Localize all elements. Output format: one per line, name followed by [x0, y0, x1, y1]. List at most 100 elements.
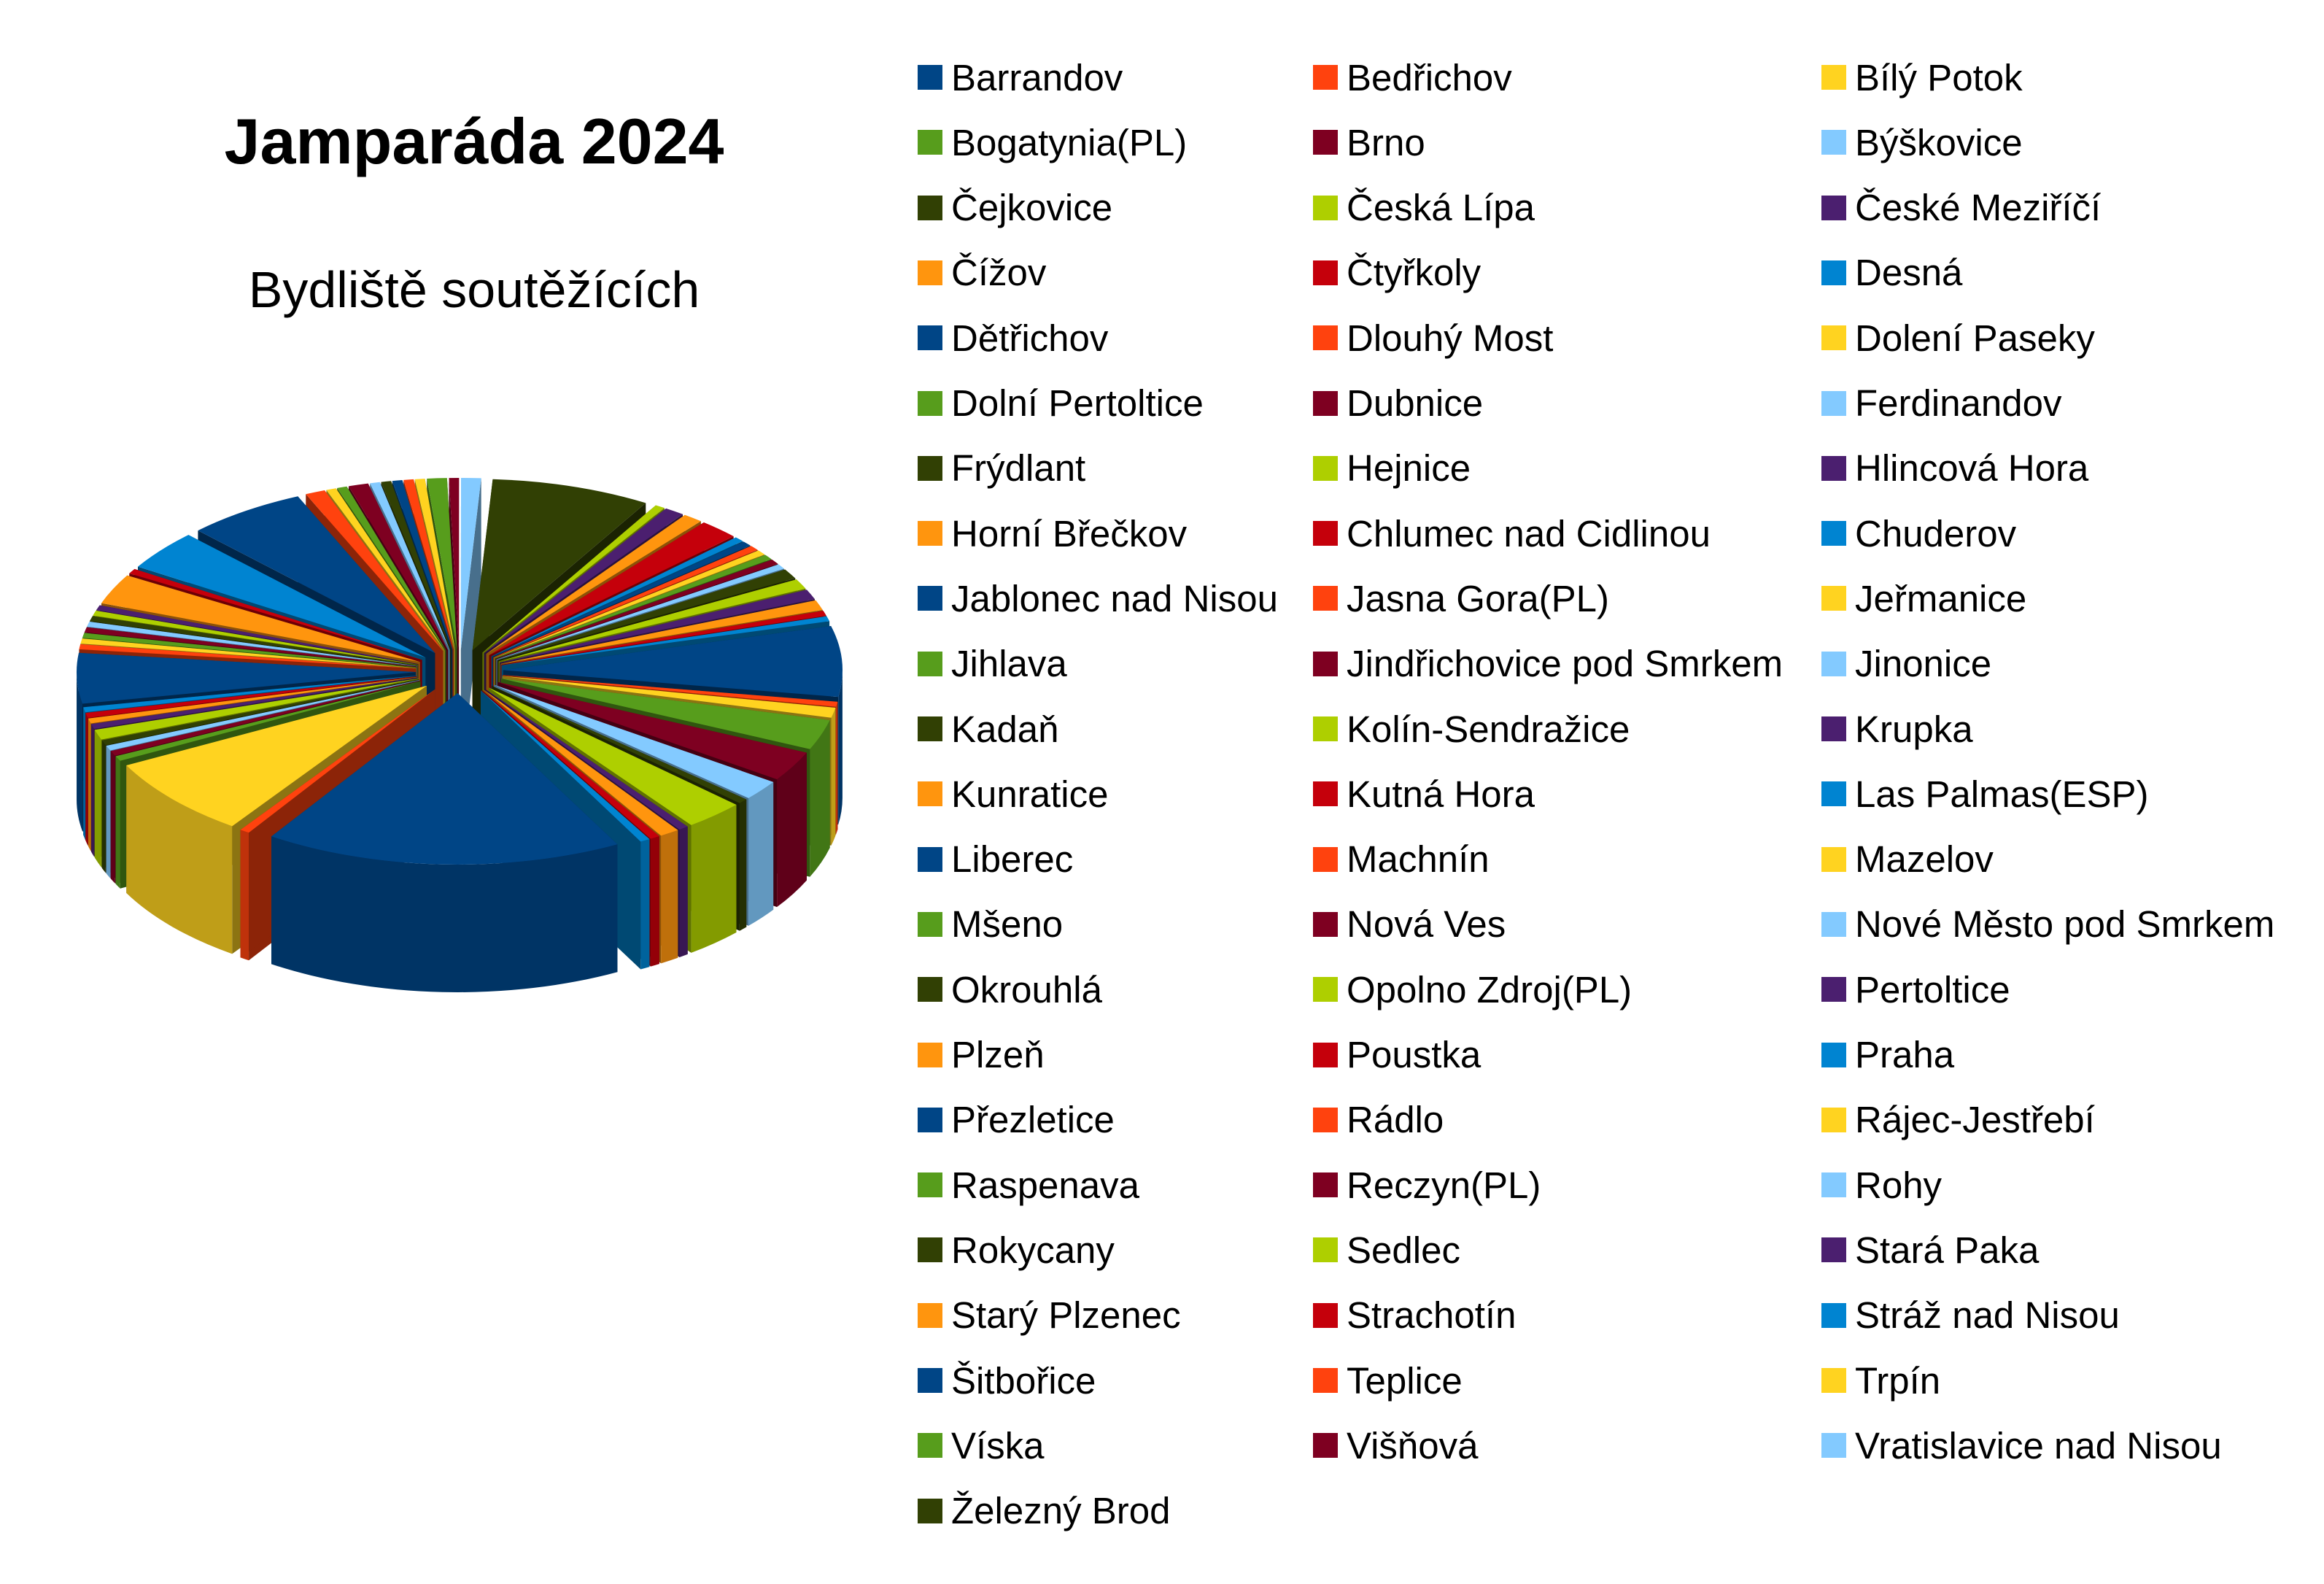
legend-swatch — [1313, 65, 1338, 90]
legend-label: Teplice — [1347, 1359, 1463, 1402]
legend-item: Stará Paka — [1821, 1221, 2039, 1279]
legend-label: Chlumec nad Cidlinou — [1347, 512, 1711, 555]
pie-slice-outer-wall — [271, 836, 618, 992]
pie-slice — [494, 550, 765, 658]
legend-label: Dlouhý Most — [1347, 317, 1554, 359]
pie-slice — [84, 627, 417, 667]
pie-slice — [503, 675, 838, 707]
legend-item: Višňová — [1313, 1416, 1479, 1475]
pie-slice — [486, 514, 701, 654]
legend-swatch — [918, 911, 942, 937]
pie-slice — [427, 478, 457, 650]
legend-label: Višňová — [1347, 1424, 1479, 1467]
pie-slice — [93, 610, 418, 665]
legend-label: Vratislavice nad Nisou — [1855, 1424, 2222, 1467]
legend-swatch — [1821, 260, 1846, 285]
legend-item: Přezletice — [918, 1091, 1115, 1149]
legend-item: Jasna Gora(PL) — [1313, 569, 1609, 627]
legend-swatch — [918, 1237, 942, 1263]
pie-slice — [460, 478, 481, 650]
legend-item: Jinonice — [1821, 635, 1991, 693]
legend-swatch — [1313, 130, 1338, 155]
pie-slice — [240, 689, 435, 833]
pie-slice-outer-wall — [94, 730, 101, 868]
legend-item: Bílý Potok — [1821, 48, 2023, 107]
legend-swatch — [1313, 1107, 1338, 1132]
legend-swatch — [1821, 1237, 1846, 1263]
legend-swatch — [1821, 65, 1846, 90]
pie-slice-outer-wall — [831, 708, 836, 846]
legend-item: Dětřichov — [918, 309, 1108, 367]
legend-item: Ferdinandov — [1821, 374, 2062, 433]
legend-item: Jindřichovice pod Smrkem — [1313, 635, 1783, 693]
pie-slice — [106, 679, 419, 751]
pie-slice — [392, 479, 453, 650]
legend-item: Horní Břečkov — [918, 504, 1187, 563]
legend-item: České Meziříčí — [1821, 179, 2101, 237]
pie-slice-outer-wall — [679, 826, 688, 957]
legend-item: Česká Lípa — [1313, 179, 1535, 237]
pie-slice — [403, 479, 454, 650]
legend-item: Bogatynia(PL) — [918, 113, 1187, 171]
legend-item: Čejkovice — [918, 179, 1112, 237]
pie-slice — [381, 481, 452, 650]
legend-swatch — [1313, 325, 1338, 351]
legend-item: Víska — [918, 1416, 1045, 1475]
legend-label: Ferdinandov — [1855, 382, 2062, 424]
legend-swatch — [918, 586, 942, 611]
legend-swatch — [1821, 1107, 1846, 1132]
legend-item: Jihlava — [918, 635, 1067, 693]
pie-slice — [326, 488, 445, 651]
legend-label: Desná — [1855, 252, 1963, 294]
pie-slice — [115, 681, 421, 761]
legend-label: Stráž nad Nisou — [1855, 1294, 2120, 1337]
legend-swatch — [1313, 911, 1338, 937]
legend-item: Brno — [1313, 113, 1425, 171]
legend-item: Opolno Zdroj(PL) — [1313, 960, 1632, 1019]
legend-item: Raspenava — [918, 1156, 1139, 1214]
legend-item: Trpín — [1821, 1351, 1940, 1410]
legend-label: Rokycany — [951, 1229, 1115, 1271]
pie-slice — [482, 505, 665, 653]
legend-swatch — [1313, 781, 1338, 807]
legend-swatch — [1821, 1368, 1846, 1393]
pie-slice — [489, 522, 734, 655]
legend-item: Jablonec nad Nisou — [918, 569, 1278, 627]
legend-label: Bílý Potok — [1855, 56, 2023, 98]
pie-slice — [370, 482, 450, 650]
legend-swatch — [1313, 586, 1338, 611]
legend-swatch — [1313, 1237, 1338, 1263]
legend-label: Brno — [1347, 121, 1425, 163]
legend-label: Starý Plzenec — [951, 1294, 1181, 1337]
pie-slice — [496, 564, 784, 660]
legend-swatch — [1821, 977, 1846, 1002]
pie-slice-outer-wall — [88, 718, 91, 851]
legend-swatch — [1313, 716, 1338, 741]
legend-item: Nové Město pod Smrkem — [1821, 895, 2274, 954]
legend-swatch — [918, 521, 942, 546]
pie-slice-outer-wall — [240, 830, 249, 961]
legend-label: Nové Město pod Smrkem — [1855, 903, 2275, 946]
legend-swatch — [1821, 586, 1846, 611]
legend-swatch — [1821, 1172, 1846, 1198]
pie-slice — [498, 579, 806, 662]
legend-item: Hejnice — [1313, 439, 1471, 498]
pie-slice — [80, 638, 417, 668]
pie-slice — [481, 689, 659, 839]
legend-label: České Meziříčí — [1855, 187, 2102, 229]
legend-item: Jeřmanice — [1821, 569, 2026, 627]
legend-swatch — [918, 1172, 942, 1198]
legend-swatch — [1821, 781, 1846, 807]
pie-slice — [491, 537, 743, 657]
legend-swatch — [918, 195, 942, 220]
pie-slice-outer-wall — [115, 756, 120, 889]
pie-slice-outer-wall — [691, 804, 737, 953]
legend-swatch — [1313, 260, 1338, 285]
chart-title: Jamparáda 2024 — [224, 105, 724, 177]
pie-slice — [82, 633, 417, 668]
pie-slice — [500, 590, 816, 663]
pie-slice-outer-wall — [836, 701, 838, 835]
legend-label: Dolení Paseky — [1855, 317, 2095, 359]
pie-slice-outer-wall — [810, 720, 830, 877]
legend-label: Mazelov — [1855, 838, 1994, 881]
